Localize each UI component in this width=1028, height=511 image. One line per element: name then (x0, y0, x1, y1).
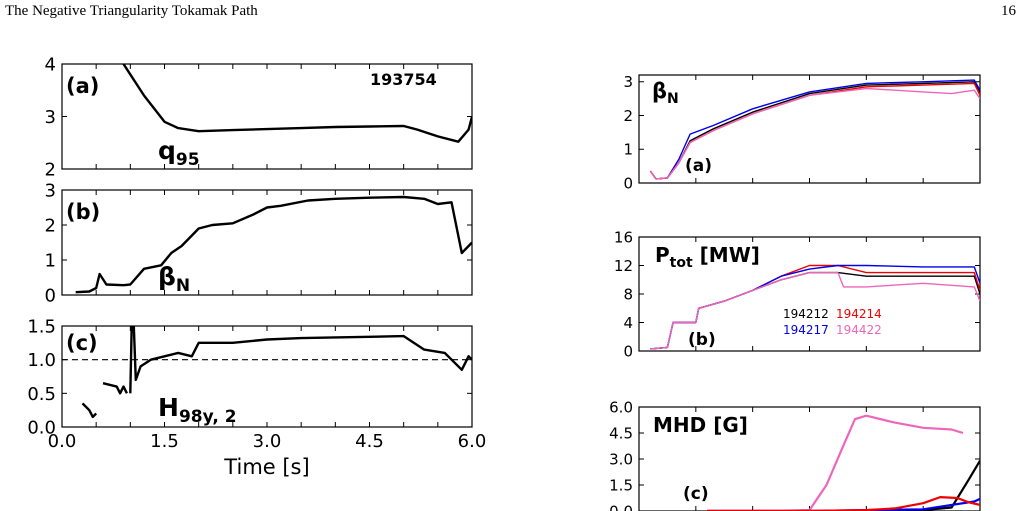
chart-panel-c: 0.0 0.5 1.0 1.5 0.0 1.5 3.0 4.5 6.0 Time [s] (c) H9… (27, 316, 486, 479)
y-tick-label: 3.0 (609, 450, 633, 468)
x-tick-label: 6.0 (458, 431, 487, 452)
y-tick-label: 4 (623, 314, 633, 332)
series-line (707, 497, 980, 511)
variable-label: MHD [G] (653, 413, 748, 437)
y-tick-label: 1.0 (27, 350, 56, 371)
panel-label: (a) (66, 74, 99, 98)
y-tick-label: 0 (45, 285, 56, 306)
shot-label: 193754 (370, 70, 437, 89)
page-header: The Negative Triangularity Tokamak Path … (0, 0, 1028, 22)
series-line (129, 326, 472, 394)
y-tick-label: 0.5 (27, 384, 56, 405)
y-tick-label: 2 (623, 107, 633, 125)
y-tick-label: 0 (623, 342, 633, 360)
x-tick-label: 1.5 (150, 431, 179, 452)
series-line (649, 87, 980, 180)
variable-label: βN (158, 262, 190, 296)
chart-panel-rb: 0 4 8 12 16 (b) Ptot [MW] 194212 194214 194217 194… (614, 228, 981, 360)
chart-panel-ra: 0 1 2 3 (a) βN (623, 73, 981, 192)
y-tick-label: 6.0 (609, 398, 633, 416)
chart-panel-a: 2 3 4 (a) q95 193754 (45, 54, 473, 180)
series-line (81, 402, 98, 419)
y-tick-label: 8 (623, 285, 633, 303)
x-tick-label: 4.5 (355, 431, 384, 452)
panel-label: (a) (685, 156, 712, 176)
y-tick-label: 1.5 (609, 476, 633, 494)
legend-entry: 194217 (783, 323, 829, 337)
variable-label: Ptot [MW] (655, 243, 760, 271)
legend-entry: 194214 (836, 307, 882, 321)
y-tick-label: 3 (45, 107, 56, 128)
variable-label: βN (652, 79, 679, 107)
y-tick-label: 1 (623, 141, 633, 159)
panel-label: (c) (683, 484, 709, 504)
y-tick-label: 4.5 (609, 424, 633, 442)
variable-label: q95 (158, 136, 200, 170)
variable-label: H98y, 2 (158, 393, 237, 427)
series-line (75, 195, 472, 294)
x-axis-label: Time [s] (223, 455, 309, 479)
y-tick-label: 2 (45, 159, 56, 180)
y-tick-label: 1 (45, 250, 56, 271)
chart-panel-rc: 0.0 1.5 3.0 4.5 6.0 (c) MHD [G] (609, 398, 981, 511)
running-title: The Negative Triangularity Tokamak Path (5, 3, 258, 19)
legend-entry: 194422 (836, 323, 882, 337)
x-tick-label: 3.0 (253, 431, 282, 452)
y-tick-label: 0 (623, 174, 633, 192)
x-tick-label: 0.0 (48, 431, 77, 452)
panel-label: (b) (688, 330, 716, 350)
series-line (707, 460, 980, 511)
chart-panel-b: 0 1 2 3 (b) βN (45, 180, 473, 306)
series-line (122, 64, 472, 143)
series-line (102, 382, 128, 395)
panel-label: (b) (66, 200, 100, 224)
plot-frame (61, 189, 473, 296)
legend-entry: 194212 (783, 307, 829, 321)
y-tick-label: 1.5 (27, 316, 56, 337)
y-tick-label: 4 (45, 54, 56, 75)
series-line (650, 271, 980, 350)
y-tick-label: 0.0 (609, 502, 633, 511)
y-tick-label: 0.0 (27, 417, 56, 438)
y-tick-label: 3 (623, 73, 633, 91)
y-tick-label: 16 (614, 228, 633, 246)
y-tick-label: 12 (614, 257, 633, 275)
panel-label: (c) (66, 331, 98, 355)
y-tick-label: 2 (45, 215, 56, 236)
y-tick-label: 3 (45, 180, 56, 201)
page-number: 16 (1001, 3, 1016, 19)
